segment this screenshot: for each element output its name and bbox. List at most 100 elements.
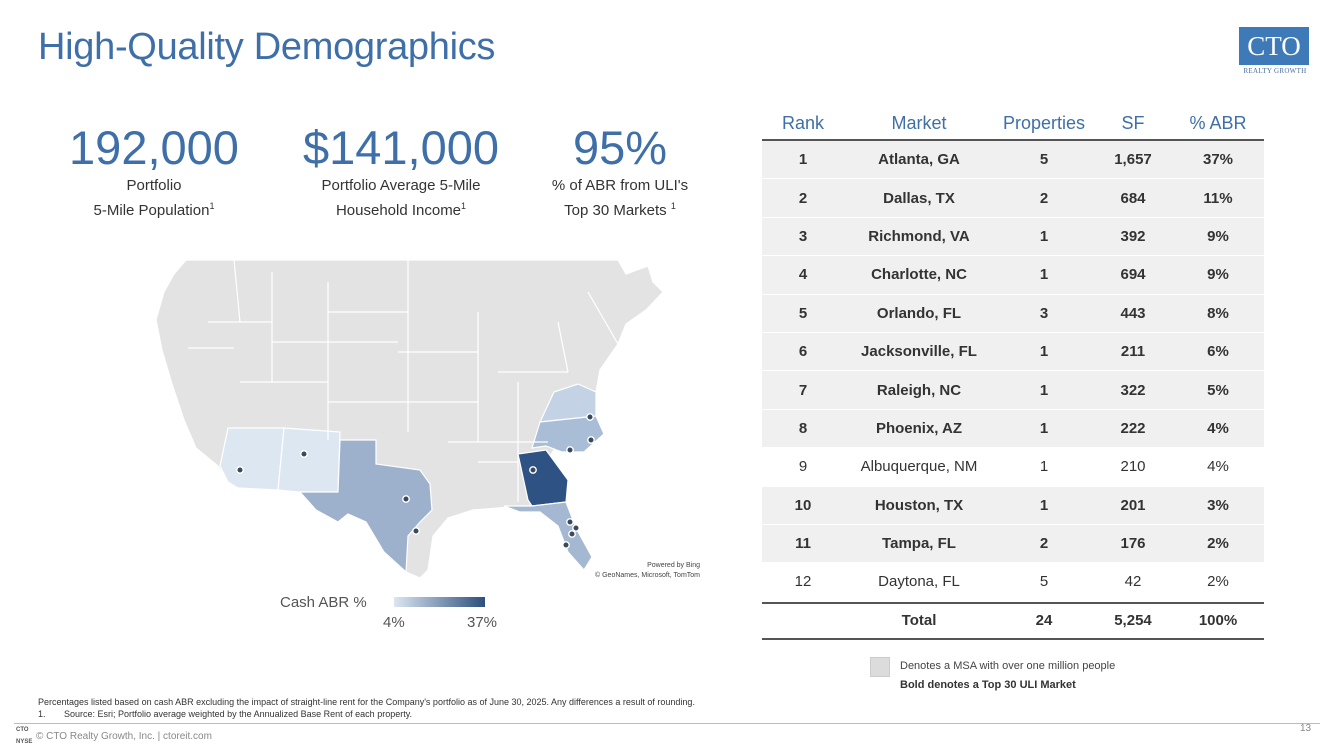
property-marker-orlando	[568, 530, 576, 538]
cell-sf: 694	[1120, 266, 1146, 284]
total-label: Total	[901, 612, 937, 630]
cell-abr: 37%	[1202, 151, 1234, 169]
header-market: Market	[891, 113, 947, 133]
cell-rank: 8	[798, 419, 808, 437]
cell-abr: 5%	[1207, 381, 1229, 399]
header-abr: % ABR	[1189, 113, 1247, 133]
cell-properties: 1	[1039, 381, 1049, 399]
table-row: 5 Orlando, FL 3 443 8%	[762, 294, 1264, 333]
cell-market: Phoenix, AZ	[875, 419, 963, 437]
property-marker-jacksonville	[566, 518, 574, 526]
stat-population: 192,000 Portfolio 5-Mile Population1	[55, 122, 253, 221]
property-marker-richmond	[586, 413, 594, 421]
cell-rank: 2	[798, 189, 808, 207]
table-row: 11 Tampa, FL 2 176 2%	[762, 524, 1264, 564]
logo-subtitle: REALTY GROWTH	[1243, 67, 1307, 75]
cell-market: Daytona, FL	[878, 573, 960, 591]
cell-abr: 9%	[1207, 227, 1229, 245]
table-row: 9 Albuquerque, NM 1 210 4%	[762, 448, 1264, 487]
header-properties: Properties	[1002, 113, 1086, 133]
cell-rank: 6	[798, 343, 808, 361]
footer-copyright: © CTO Realty Growth, Inc. | ctoreit.com	[36, 731, 212, 742]
table-row: 1 Atlanta, GA 5 1,657 37%	[762, 141, 1264, 180]
total-properties: 24	[1035, 612, 1053, 630]
cell-sf: 1,657	[1114, 151, 1152, 169]
state-arizona	[219, 427, 285, 491]
cell-market: Tampa, FL	[882, 535, 956, 553]
table-row: 3 Richmond, VA 1 392 9%	[762, 217, 1264, 257]
cell-sf: 201	[1120, 496, 1146, 514]
cell-rank: 1	[798, 151, 808, 169]
cell-market: Orlando, FL	[876, 304, 962, 322]
stat-value: $141,000	[302, 121, 500, 174]
cell-abr: 2%	[1207, 535, 1229, 553]
property-marker-raleigh	[587, 436, 595, 444]
msa-swatch	[870, 657, 890, 677]
stat-label-line1: Portfolio Average 5-Mile	[321, 177, 481, 194]
stat-label-line2: Top 30 Markets	[564, 202, 671, 219]
property-marker-dallas	[402, 495, 410, 503]
cell-properties: 1	[1039, 227, 1049, 245]
msa-note: Denotes a MSA with over one million peop…	[900, 660, 1116, 672]
total-abr: 100%	[1198, 612, 1238, 630]
page-title: High-Quality Demographics	[38, 26, 496, 68]
cell-sf: 176	[1120, 535, 1146, 553]
cell-rank: 3	[798, 227, 808, 245]
state-new-mexico	[277, 427, 341, 493]
cell-sf: 222	[1120, 419, 1146, 437]
cell-properties: 5	[1039, 573, 1049, 591]
state-virginia	[539, 383, 597, 423]
header-sf: SF	[1121, 113, 1145, 133]
map-attribution-line2: © GeoNames, Microsoft, TomTom	[595, 572, 700, 579]
footer-logo: CTO NYSE	[16, 727, 32, 745]
stat-label: Portfolio 5-Mile Population1	[55, 176, 253, 221]
cell-market: Jacksonville, FL	[861, 343, 977, 361]
footer-logo-top: CTO	[16, 727, 29, 733]
table-row: 4 Charlotte, NC 1 694 9%	[762, 256, 1264, 295]
cell-abr: 6%	[1207, 343, 1229, 361]
table-row: 8 Phoenix, AZ 1 222 4%	[762, 409, 1264, 449]
stat-label-line2: Household Income	[335, 202, 462, 219]
footer-divider	[14, 723, 1320, 724]
cell-properties: 2	[1039, 189, 1049, 207]
cell-market: Atlanta, GA	[878, 151, 960, 169]
table-row: 2 Dallas, TX 2 684 11%	[762, 179, 1264, 218]
cell-abr: 4%	[1207, 419, 1229, 437]
cell-properties: 2	[1039, 535, 1049, 553]
cell-sf: 211	[1120, 343, 1146, 361]
us-map	[155, 259, 664, 579]
legend-min: 4%	[383, 614, 405, 631]
property-marker-phoenix	[236, 466, 244, 474]
property-marker-houston	[412, 527, 420, 535]
cell-sf: 443	[1120, 304, 1146, 322]
stat-abr-share: 95% % of ABR from ULI's Top 30 Markets 1	[535, 122, 705, 221]
stat-label-line2: 5-Mile Population	[93, 202, 210, 219]
map-attribution: Powered by Bing © GeoNames, Microsoft, T…	[582, 561, 700, 581]
cell-abr: 9%	[1207, 266, 1229, 284]
header-rank: Rank	[781, 113, 825, 133]
cell-rank: 7	[798, 381, 808, 399]
stat-label-line1: Portfolio	[126, 177, 182, 194]
cell-market: Richmond, VA	[868, 227, 970, 245]
stat-label-line1: % of ABR from ULI's	[551, 177, 689, 194]
cell-sf: 42	[1124, 573, 1142, 591]
cell-properties: 1	[1039, 419, 1049, 437]
property-marker-atlanta	[529, 466, 537, 474]
table-total-row: Total 24 5,254 100%	[762, 601, 1264, 640]
cell-sf: 392	[1120, 227, 1146, 245]
state-lines	[188, 259, 619, 502]
cell-properties: 1	[1039, 458, 1049, 476]
cell-market: Raleigh, NC	[876, 381, 962, 399]
state-texas	[298, 439, 433, 574]
cell-abr: 4%	[1207, 458, 1229, 476]
cell-properties: 1	[1039, 496, 1049, 514]
stat-label: % of ABR from ULI's Top 30 Markets 1	[535, 176, 705, 221]
legend-max: 37%	[467, 614, 498, 631]
cell-abr: 11%	[1203, 189, 1233, 207]
cell-sf: 210	[1120, 458, 1146, 476]
page-number: 13	[1300, 723, 1312, 734]
cell-rank: 11	[795, 535, 811, 553]
cell-properties: 3	[1039, 304, 1049, 322]
table-row: 12 Daytona, FL 5 42 2%	[762, 563, 1264, 602]
footnote-source: 1. Source: Esri; Portfolio average weight…	[38, 709, 412, 719]
